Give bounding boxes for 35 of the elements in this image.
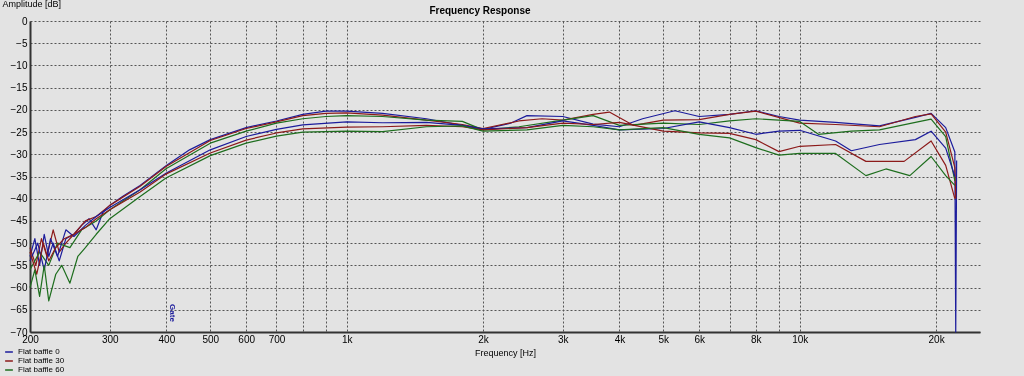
x-tick-label: 700	[268, 333, 286, 345]
x-tick-label: 1k	[341, 333, 354, 345]
y-tick-label: −45	[10, 215, 28, 227]
y-tick-label: −30	[10, 148, 28, 160]
y-tick-label: −60	[10, 282, 28, 294]
y-tick-label: −10	[10, 59, 28, 71]
chart-title: Frequency Response	[429, 5, 531, 16]
y-tick-label: −65	[10, 304, 28, 316]
x-tick-label: 10k	[792, 333, 810, 345]
y-axis-title: Amplitude [dB]	[2, 0, 62, 9]
y-tick-label: −15	[10, 82, 28, 94]
legend-label: Flat baffle 0	[18, 347, 61, 356]
y-tick-label: −5	[16, 37, 28, 49]
legend-label: Flat baffle 30	[18, 356, 65, 365]
y-tick-label: −40	[10, 193, 28, 205]
x-tick-label: 3k	[558, 333, 570, 345]
x-axis-title: Frequency [Hz]	[474, 347, 537, 358]
x-tick-label: 5k	[658, 333, 671, 345]
x-tick-label: 500	[202, 333, 220, 345]
y-tick-label: 0	[21, 15, 28, 27]
y-tick-label: −50	[10, 237, 28, 249]
x-tick-label: 6k	[694, 333, 706, 345]
x-tick-label: 4k	[614, 333, 627, 345]
x-tick-label: 600	[238, 333, 256, 345]
y-tick-label: −55	[10, 259, 28, 271]
annotation: Gate	[168, 304, 177, 323]
y-tick-label: −25	[10, 126, 28, 138]
x-tick-label: 8k	[751, 333, 763, 345]
y-tick-label: −20	[10, 104, 28, 116]
y-tick-label: −35	[10, 171, 28, 182]
x-tick-label: 2k	[478, 333, 490, 345]
legend-label: Flat baffle 60	[18, 365, 65, 374]
x-tick-label: 20k	[928, 333, 946, 345]
x-tick-label: 400	[158, 333, 176, 345]
x-tick-label: 300	[101, 333, 120, 345]
